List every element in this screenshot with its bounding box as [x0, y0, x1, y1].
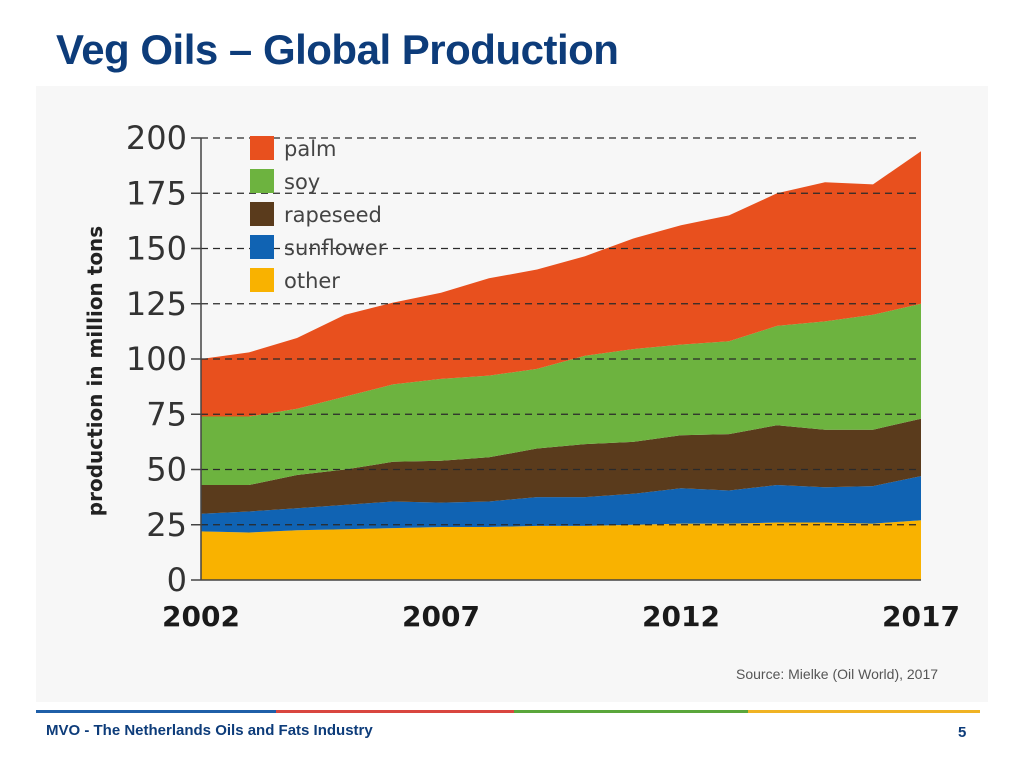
legend-label-other: other — [284, 269, 340, 293]
x-tick-label-2002: 2002 — [162, 600, 240, 633]
y-axis-title: production in million tons — [83, 226, 107, 516]
page-number: 5 — [958, 724, 967, 741]
area-rapeseed — [201, 418, 921, 514]
y-tick-label-25: 25 — [146, 506, 187, 544]
footer-organization: MVO - The Netherlands Oils and Fats Indu… — [46, 722, 373, 739]
footer-bar-red — [276, 710, 514, 713]
y-tick-label-75: 75 — [146, 395, 187, 433]
legend-swatch-palm — [250, 136, 274, 160]
legend-label-soy: soy — [284, 170, 320, 194]
y-tick-label-150: 150 — [126, 230, 187, 268]
legend-label-palm: palm — [284, 137, 337, 161]
area-sunflower — [201, 476, 921, 533]
area-palm — [201, 151, 921, 417]
legend-swatch-rapeseed — [250, 202, 274, 226]
stacked-area-chart: 0 25 50 75 100 125 150 175 200 production in mill… — [83, 119, 960, 633]
y-tick-label-0: 0 — [167, 561, 187, 599]
footer-bar-yellow — [748, 710, 980, 713]
y-tick-label-100: 100 — [126, 340, 187, 378]
x-tick-label-2012: 2012 — [642, 600, 720, 633]
footer-bar-green — [514, 710, 748, 713]
y-tick-label-200: 200 — [126, 119, 187, 157]
legend-swatch-sunflower — [250, 235, 274, 259]
slide-title: Veg Oils – Global Production — [56, 26, 619, 73]
y-tick-label-50: 50 — [146, 451, 187, 489]
y-tick-label-125: 125 — [126, 285, 187, 323]
x-tick-label-2007: 2007 — [402, 600, 480, 633]
legend-label-rapeseed: rapeseed — [284, 203, 382, 227]
source-note: Source: Mielke (Oil World), 2017 — [736, 666, 939, 682]
legend-swatch-soy — [250, 169, 274, 193]
chart-panel: 0 25 50 75 100 125 150 175 200 production in mill… — [36, 86, 988, 702]
y-tick-label-175: 175 — [126, 174, 187, 212]
area-soy — [201, 303, 921, 485]
legend-swatch-other — [250, 268, 274, 292]
area-other — [201, 520, 921, 580]
footer-bar-blue — [36, 710, 276, 713]
legend-label-sunflower: sunflower — [284, 236, 387, 260]
x-tick-label-2017: 2017 — [882, 600, 960, 633]
